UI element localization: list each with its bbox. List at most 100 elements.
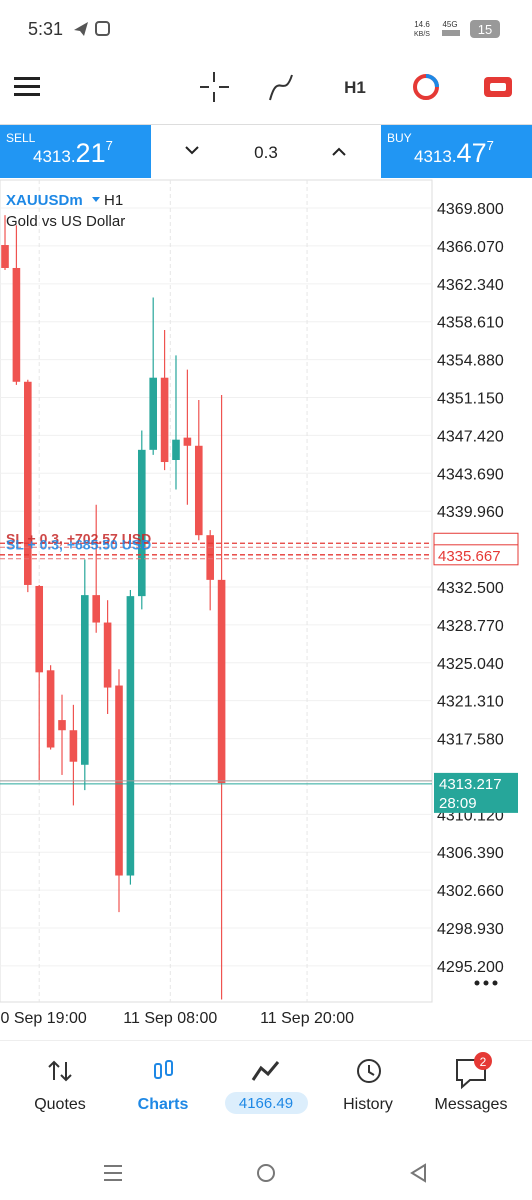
home-button[interactable] — [257, 1164, 275, 1182]
y-tick-label: 4351.150 — [437, 391, 504, 408]
y-tick-label: 4366.070 — [437, 239, 504, 256]
network: 45G — [442, 20, 457, 29]
messages-badge: 2 — [480, 1055, 487, 1069]
order-price-box — [433, 544, 519, 566]
y-tick-label: 4332.500 — [437, 580, 504, 597]
buy-price: 4313.477 — [414, 138, 494, 168]
menu-button[interactable] — [14, 77, 40, 96]
quotes-tab[interactable]: Quotes — [34, 1060, 86, 1113]
y-tick-label: 4298.930 — [437, 921, 504, 938]
candle-body — [217, 579, 226, 784]
order-price-label: 4335.667 — [438, 548, 501, 565]
messages-tab[interactable]: 2 Messages — [435, 1052, 508, 1113]
candle-body — [137, 449, 146, 597]
divider — [0, 124, 532, 125]
buy-button[interactable] — [381, 125, 532, 178]
buy-label: BUY — [387, 131, 412, 145]
battery — [470, 20, 500, 38]
trade-tab[interactable]: 4166.49 — [225, 1061, 308, 1114]
y-tick-label: 4302.660 — [437, 883, 504, 900]
net-speed: 14.6 — [414, 20, 430, 29]
candle-body — [12, 267, 21, 382]
candle-body — [149, 377, 157, 450]
sell-price-big: 21 — [76, 138, 106, 168]
lot-decrease[interactable] — [185, 146, 199, 155]
back-button[interactable] — [410, 1163, 426, 1183]
lot-size[interactable]: 0.3 — [254, 143, 278, 162]
candle-body — [1, 245, 9, 268]
candle-body — [183, 437, 192, 446]
chart — [0, 180, 432, 1002]
y-tick-label: 4343.690 — [437, 466, 504, 483]
charts-tab[interactable]: Charts — [138, 1060, 189, 1113]
x-tick-label: 11 Sep 08:00 — [123, 1010, 217, 1027]
history-label: History — [343, 1096, 393, 1113]
sell-button[interactable] — [0, 125, 151, 178]
buy-price-main: 4313. — [414, 147, 457, 166]
sell-price-sup: 7 — [106, 138, 113, 153]
divider — [0, 1040, 532, 1041]
chart-description: Gold vs US Dollar — [6, 213, 125, 230]
candle-body — [92, 595, 101, 623]
candle-body — [35, 585, 44, 673]
more-dots[interactable] — [474, 980, 498, 986]
candle-body — [126, 596, 135, 876]
price-timer: 28:09 — [439, 795, 477, 812]
order-label-sl: SL + 0.3, +702.57 USD — [6, 530, 151, 546]
sell-price: 4313.217 — [33, 138, 113, 168]
y-tick-label: 4328.770 — [437, 618, 504, 635]
y-tick-label: 4317.580 — [437, 732, 504, 749]
charts-label: Charts — [138, 1096, 189, 1113]
candle-body — [194, 445, 203, 536]
chart-timeframe: H1 — [104, 192, 123, 209]
lot-increase[interactable] — [332, 147, 346, 156]
sell-price-main: 4313. — [33, 147, 76, 166]
chart-symbol: XAUUSDm — [6, 192, 83, 209]
timeframe-button[interactable]: H1 — [344, 78, 366, 97]
y-tick-label: 4354.880 — [437, 353, 504, 370]
y-tick-label: 4325.040 — [437, 656, 504, 673]
candle-body — [160, 377, 169, 463]
x-tick-label: 11 Sep 20:00 — [260, 1010, 354, 1027]
history-tab[interactable]: History — [343, 1059, 393, 1113]
y-tick-label: 4358.610 — [437, 315, 504, 332]
candle-body — [103, 622, 112, 688]
chart-frame — [0, 179, 433, 1003]
y-tick-label: 4369.800 — [437, 201, 504, 218]
candle-body — [24, 381, 32, 585]
quotes-label: Quotes — [34, 1096, 86, 1113]
candle-body — [69, 730, 78, 762]
battery-level: 15 — [478, 22, 492, 37]
sell-label: SELL — [6, 131, 36, 145]
instagram-icon — [95, 21, 110, 36]
y-tick-label: 4339.960 — [437, 504, 504, 521]
trade-icon-part — [490, 83, 506, 91]
candle-body — [206, 535, 214, 580]
messages-label: Messages — [435, 1096, 508, 1113]
x-tick-label: 10 Sep 19:00 — [0, 1010, 87, 1027]
balance: 4166.49 — [239, 1095, 293, 1112]
recent-apps[interactable] — [104, 1165, 122, 1181]
buy-price-sup: 7 — [487, 138, 494, 153]
status-time: 5:31 — [28, 19, 63, 39]
candle-body — [81, 595, 89, 765]
symbol-dropdown[interactable] — [92, 197, 100, 202]
order-label-sl: SL + 0.3, +685.50 USD — [6, 536, 151, 552]
candle-body — [46, 670, 55, 748]
price-box — [434, 772, 518, 813]
y-tick-label: 4321.310 — [437, 694, 504, 711]
price-label: 4313.217 — [439, 776, 502, 793]
crosshair-button[interactable] — [200, 72, 229, 102]
objects-icon-part — [425, 74, 439, 88]
telegram-icon — [74, 22, 88, 36]
buy-price-big: 47 — [457, 138, 487, 168]
net-speed-unit: KB/S — [414, 31, 430, 38]
signal — [442, 30, 460, 36]
y-tick-label: 4347.420 — [437, 428, 504, 445]
y-tick-label: 4306.390 — [437, 845, 504, 862]
indicators-button[interactable] — [269, 74, 293, 101]
candle-body — [172, 439, 180, 460]
y-tick-label: 4295.200 — [437, 959, 504, 976]
